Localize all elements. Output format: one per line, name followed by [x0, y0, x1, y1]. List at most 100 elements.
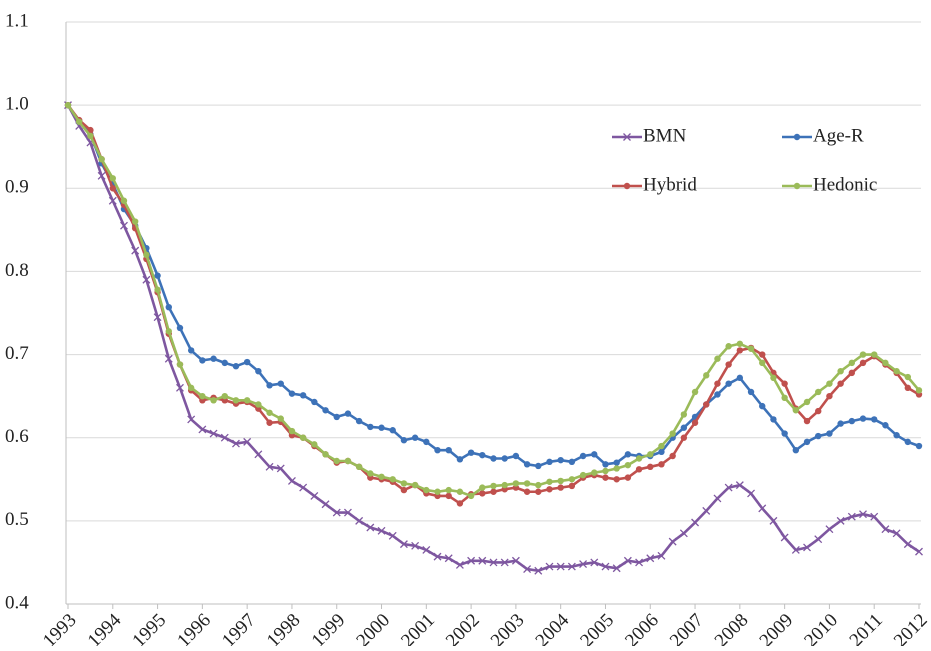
x-tick-label: 2011 — [846, 610, 887, 646]
marker — [657, 551, 666, 560]
marker — [803, 398, 811, 406]
legend-item: Hedonic — [782, 174, 877, 195]
marker — [109, 185, 116, 192]
x-tick-label: 2008 — [711, 610, 753, 646]
marker — [523, 488, 531, 495]
marker — [815, 388, 822, 396]
marker — [187, 347, 195, 354]
marker — [781, 430, 788, 437]
marker — [691, 518, 700, 527]
y-tick-label: 1.0 — [5, 94, 29, 115]
marker — [535, 481, 542, 489]
marker — [332, 508, 341, 517]
marker — [445, 446, 452, 454]
marker — [590, 558, 599, 567]
marker — [176, 383, 184, 392]
marker — [333, 457, 340, 465]
x-tick-label: 1995 — [128, 610, 170, 646]
marker — [367, 470, 374, 477]
marker — [400, 486, 408, 494]
marker — [344, 457, 352, 465]
marker — [433, 552, 442, 561]
marker — [479, 484, 486, 491]
marker — [669, 430, 676, 437]
marker — [803, 543, 811, 552]
marker — [791, 545, 800, 554]
marker — [288, 427, 296, 435]
marker — [826, 380, 833, 387]
marker — [612, 564, 621, 573]
marker — [781, 380, 788, 387]
marker — [355, 417, 363, 425]
marker — [870, 512, 879, 521]
marker — [613, 459, 620, 466]
x-tick-label: 1996 — [173, 610, 215, 646]
marker — [243, 397, 251, 404]
marker — [445, 486, 452, 494]
legend-item: BMN — [612, 125, 687, 146]
marker — [703, 401, 710, 408]
marker — [904, 438, 912, 446]
marker — [299, 392, 307, 399]
marker — [859, 415, 867, 422]
marker — [747, 345, 755, 352]
marker — [153, 313, 162, 322]
marker — [535, 462, 542, 470]
x-tick-label: 2004 — [532, 609, 574, 646]
marker — [747, 388, 755, 396]
marker — [557, 484, 564, 491]
marker — [501, 455, 508, 462]
marker — [714, 391, 721, 398]
marker — [378, 473, 385, 480]
marker — [826, 392, 833, 400]
legend-label: Hybrid — [643, 174, 697, 195]
marker — [512, 480, 520, 487]
marker — [490, 482, 497, 490]
marker — [400, 480, 408, 487]
marker — [209, 429, 218, 438]
marker — [758, 504, 767, 513]
marker — [266, 419, 273, 426]
marker — [568, 482, 576, 490]
marker — [602, 474, 609, 481]
marker — [691, 388, 699, 396]
marker — [736, 374, 744, 382]
marker — [613, 465, 620, 472]
marker — [199, 392, 206, 400]
marker — [266, 409, 273, 416]
marker — [635, 455, 643, 462]
marker — [669, 452, 676, 460]
marker — [735, 481, 744, 490]
marker — [378, 424, 385, 431]
marker — [108, 196, 117, 205]
marker — [557, 456, 564, 464]
marker — [724, 483, 733, 492]
marker — [770, 374, 777, 382]
marker — [859, 510, 867, 519]
marker — [434, 488, 441, 495]
marker — [780, 533, 789, 542]
x-tick-label: 1997 — [218, 610, 260, 646]
y-tick-label: 0.8 — [5, 260, 29, 281]
marker — [64, 101, 72, 109]
marker — [814, 535, 823, 544]
marker — [277, 380, 284, 387]
x-tick-label: 2000 — [352, 610, 394, 646]
marker — [87, 126, 94, 134]
marker — [736, 340, 744, 347]
marker — [75, 118, 83, 125]
marker — [725, 343, 732, 350]
marker — [445, 492, 452, 500]
marker — [489, 558, 498, 567]
marker — [467, 449, 475, 456]
legend-label: BMN — [643, 125, 687, 146]
marker — [556, 562, 565, 571]
x-tick-label: 1994 — [84, 609, 126, 646]
y-tick-label: 0.5 — [5, 509, 29, 530]
x-tick-label: 2002 — [442, 610, 484, 646]
marker — [658, 461, 665, 468]
series — [64, 101, 923, 470]
marker — [210, 355, 217, 362]
marker — [456, 488, 464, 495]
